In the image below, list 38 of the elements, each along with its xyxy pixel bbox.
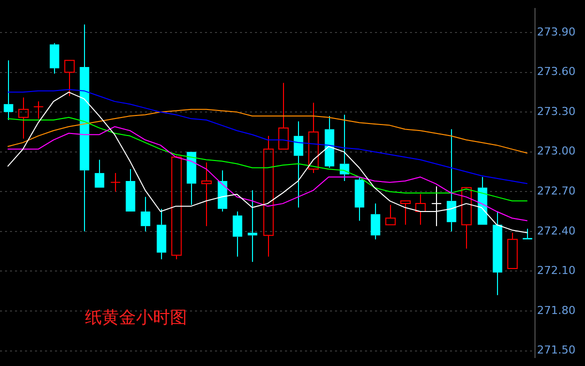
y-tick-label: 273.90 — [537, 25, 576, 38]
y-tick-label: 271.80 — [537, 304, 576, 317]
y-tick-label: 272.70 — [537, 184, 576, 198]
candlestick — [354, 176, 364, 222]
candlestick — [431, 186, 442, 227]
y-tick-label: 273.30 — [537, 104, 576, 118]
y-tick-label: 272.40 — [537, 224, 576, 238]
candlestick — [80, 24, 90, 232]
candlestick — [492, 211, 502, 296]
candlestick — [110, 172, 121, 192]
candlestick — [94, 159, 104, 188]
candlestick — [263, 135, 274, 258]
candlestick — [18, 96, 29, 140]
candlestick — [50, 42, 60, 74]
candlestick — [415, 194, 426, 226]
candlestick — [507, 232, 518, 270]
candlestick — [248, 190, 258, 262]
candlestick — [4, 60, 14, 121]
candlestick — [370, 203, 380, 240]
candlestick — [64, 60, 75, 97]
candlestick — [278, 82, 289, 150]
candlestick — [126, 168, 136, 212]
candlestick — [33, 100, 44, 120]
candlestick — [522, 228, 532, 240]
candlestick — [294, 120, 304, 208]
candlestick — [400, 200, 411, 226]
text: 纸黄金小时图 — [85, 307, 187, 329]
candlestick — [461, 187, 472, 250]
y-tick-label: 271.50 — [537, 344, 576, 357]
candlestick — [385, 204, 396, 226]
candlestick — [201, 162, 212, 227]
y-tick-label: 273.00 — [537, 144, 576, 158]
candlestick — [156, 208, 166, 260]
candlestick — [232, 211, 242, 258]
y-tick-label: 272.10 — [537, 264, 576, 278]
candlestick — [308, 102, 319, 174]
y-tick-label: 273.60 — [537, 65, 576, 78]
candlestick — [140, 196, 150, 232]
